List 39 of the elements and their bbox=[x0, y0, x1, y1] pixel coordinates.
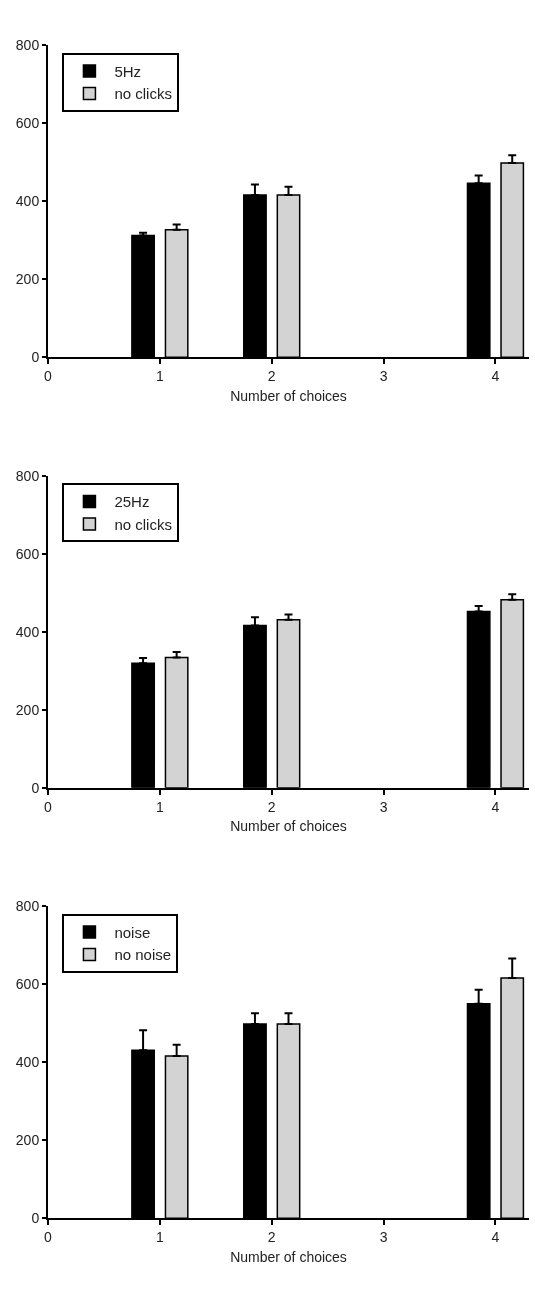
y-tick-label: 400 bbox=[15, 623, 40, 640]
x-tick-label: 3 bbox=[379, 798, 388, 815]
y-tick-label: 200 bbox=[15, 1132, 40, 1149]
x-tick-label: 4 bbox=[491, 368, 500, 384]
y-tick-label: 600 bbox=[15, 545, 40, 562]
y-tick-label: 0 bbox=[31, 349, 40, 366]
y-tick-label: 0 bbox=[31, 1210, 40, 1227]
y-tick-label: 600 bbox=[15, 976, 40, 993]
y-tick-label: 400 bbox=[15, 1054, 40, 1071]
x-tick-label: 0 bbox=[44, 368, 53, 384]
legend-label: no clicks bbox=[114, 515, 172, 533]
x-axis-title: Number of choices bbox=[230, 387, 347, 404]
legend-label: no clicks bbox=[114, 85, 172, 103]
x-tick-label: 0 bbox=[44, 798, 53, 815]
y-tick-label: 800 bbox=[15, 898, 40, 915]
x-tick-label: 0 bbox=[44, 1229, 53, 1246]
y-tick-label: 200 bbox=[15, 701, 40, 718]
y-tick-label: 0 bbox=[31, 779, 40, 796]
x-tick-label: 1 bbox=[155, 368, 164, 384]
y-tick-label: 800 bbox=[15, 467, 40, 484]
x-tick-label: 4 bbox=[491, 1229, 500, 1246]
x-axis-title: Number of choices bbox=[230, 818, 347, 835]
legend-label: 25Hz bbox=[114, 493, 150, 511]
x-tick-label: 4 bbox=[491, 798, 500, 815]
x-axis-title: Number of choices bbox=[230, 1248, 347, 1265]
y-tick-label: 200 bbox=[15, 271, 40, 288]
x-tick-label: 3 bbox=[379, 368, 388, 384]
legend-label: noise bbox=[114, 923, 151, 941]
x-tick-label: 2 bbox=[267, 1229, 276, 1246]
legend-label: 5Hz bbox=[114, 62, 142, 80]
x-tick-label: 3 bbox=[379, 1229, 388, 1246]
y-tick-label: 600 bbox=[15, 115, 40, 132]
x-tick-label: 1 bbox=[155, 798, 164, 815]
x-tick-label: 1 bbox=[155, 1229, 164, 1246]
legend-label: no noise bbox=[114, 946, 172, 964]
x-tick-label: 2 bbox=[267, 368, 276, 384]
x-tick-label: 2 bbox=[267, 798, 276, 815]
y-tick-label: 400 bbox=[15, 193, 40, 210]
y-tick-label: 800 bbox=[15, 37, 40, 54]
